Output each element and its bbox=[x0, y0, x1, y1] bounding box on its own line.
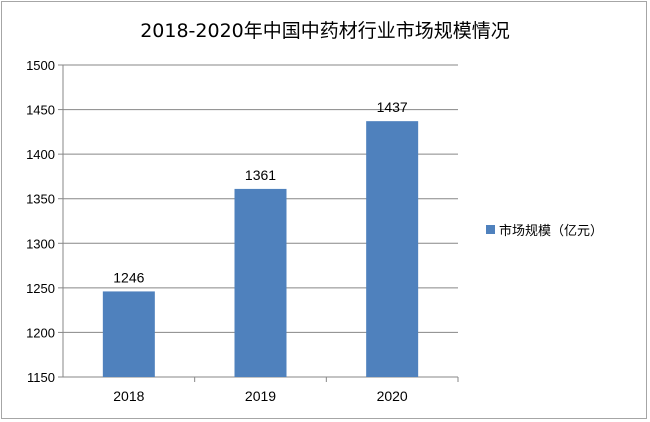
y-tick-label: 1250 bbox=[26, 281, 55, 296]
bars: 1246 1361 1437 bbox=[102, 99, 419, 377]
legend-swatch bbox=[486, 225, 495, 234]
x-tick-label: 2018 bbox=[113, 388, 144, 404]
data-label-2019: 1361 bbox=[245, 167, 276, 183]
data-label-2018: 1246 bbox=[113, 269, 144, 285]
bar-2020 bbox=[366, 121, 419, 377]
bar-2018 bbox=[102, 291, 155, 377]
legend: 市场规模（亿元） bbox=[486, 223, 603, 239]
x-tick-label: 2020 bbox=[377, 388, 408, 404]
y-axis: 1150 1200 1250 1300 1350 1400 1450 1500 bbox=[26, 58, 64, 385]
y-tick-label: 1350 bbox=[26, 192, 55, 207]
y-tick-label: 1450 bbox=[26, 103, 55, 118]
bar-2019 bbox=[234, 188, 287, 377]
y-tick-label: 1150 bbox=[27, 370, 55, 385]
chart-title: 2018-2020年中国中药材行业市场规模情况 bbox=[140, 20, 510, 42]
x-axis: 2018 2019 2020 bbox=[63, 376, 459, 404]
y-tick-label: 1400 bbox=[26, 147, 55, 162]
y-tick-label: 1200 bbox=[26, 325, 55, 340]
data-label-2020: 1437 bbox=[377, 99, 408, 115]
x-tick-label: 2019 bbox=[245, 388, 276, 404]
y-tick-label: 1300 bbox=[26, 236, 55, 251]
y-tick-label: 1500 bbox=[26, 58, 55, 73]
legend-label: 市场规模（亿元） bbox=[499, 223, 603, 239]
